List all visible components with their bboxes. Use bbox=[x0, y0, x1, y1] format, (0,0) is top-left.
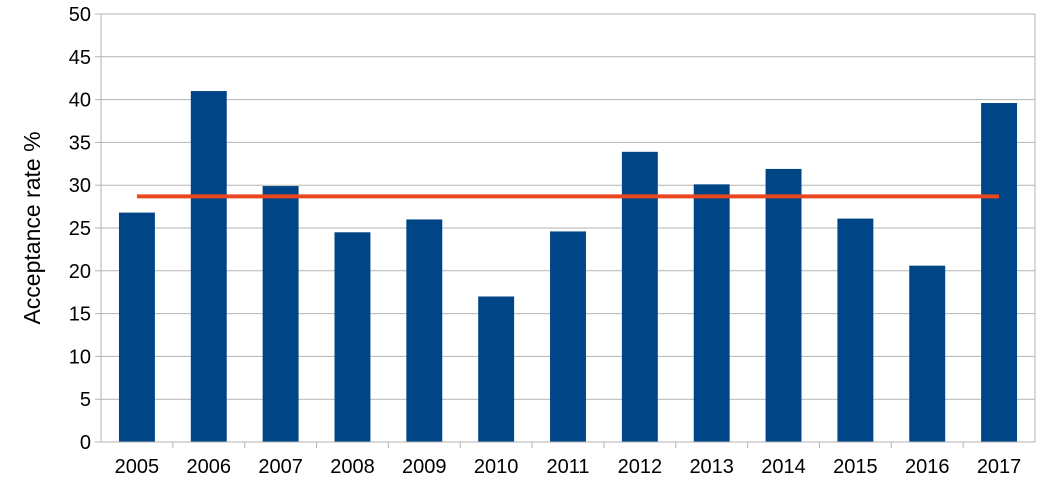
x-tick-label-2005: 2005 bbox=[115, 456, 160, 478]
bar-2006 bbox=[190, 91, 227, 442]
y-tick-label-0: 0 bbox=[80, 432, 91, 454]
y-tick-label-10: 10 bbox=[69, 346, 91, 368]
bar-2014 bbox=[765, 168, 802, 442]
x-tick-label-2012: 2012 bbox=[618, 456, 663, 478]
bar-2005 bbox=[118, 212, 155, 442]
bar-2011 bbox=[550, 231, 586, 442]
bar-2015 bbox=[837, 218, 874, 442]
x-tick-label-2014: 2014 bbox=[761, 456, 806, 478]
y-tick-label-50: 50 bbox=[69, 4, 91, 26]
bar-2010 bbox=[478, 296, 515, 442]
y-tick-label-25: 25 bbox=[69, 218, 91, 240]
x-tick-label-2009: 2009 bbox=[402, 456, 447, 478]
bar-2013 bbox=[693, 184, 730, 442]
x-tick-label-2013: 2013 bbox=[689, 456, 734, 478]
x-tick-label-2011: 2011 bbox=[546, 456, 589, 478]
x-tick-labels: 2005 2006 2007 2008 2009 2010 2011 2012 2013 2014… bbox=[115, 456, 1022, 478]
y-tick-label-30: 30 bbox=[69, 175, 91, 197]
bar-2007 bbox=[262, 186, 299, 442]
x-tick-label-2008: 2008 bbox=[330, 456, 375, 478]
y-tick-labels: 0 5 10 15 20 25 30 35 40 45 50 bbox=[69, 4, 91, 454]
bar-2008 bbox=[334, 232, 371, 442]
x-tick-label-2006: 2006 bbox=[187, 456, 232, 478]
bar-2017 bbox=[981, 103, 1018, 443]
bar-2012 bbox=[621, 151, 658, 443]
y-tick-label-40: 40 bbox=[69, 90, 91, 112]
x-tick-label-2007: 2007 bbox=[258, 456, 303, 478]
x-tick-label-2017: 2017 bbox=[977, 456, 1022, 478]
y-tick-label-5: 5 bbox=[80, 389, 91, 411]
y-tick-label-20: 20 bbox=[69, 261, 91, 283]
x-tick-label-2015: 2015 bbox=[833, 456, 878, 478]
bar-2009 bbox=[406, 219, 443, 442]
axes bbox=[100, 14, 1036, 443]
bars bbox=[118, 91, 1018, 443]
y-axis-title: Acceptance rate % bbox=[19, 131, 45, 324]
x-tick-label-2010: 2010 bbox=[474, 456, 519, 478]
x-tick-label-2016: 2016 bbox=[905, 456, 950, 478]
bar-2016 bbox=[909, 265, 946, 442]
y-tick-label-35: 35 bbox=[69, 132, 91, 154]
y-tick-label-45: 45 bbox=[69, 47, 91, 69]
y-tick-label-15: 15 bbox=[69, 304, 91, 326]
